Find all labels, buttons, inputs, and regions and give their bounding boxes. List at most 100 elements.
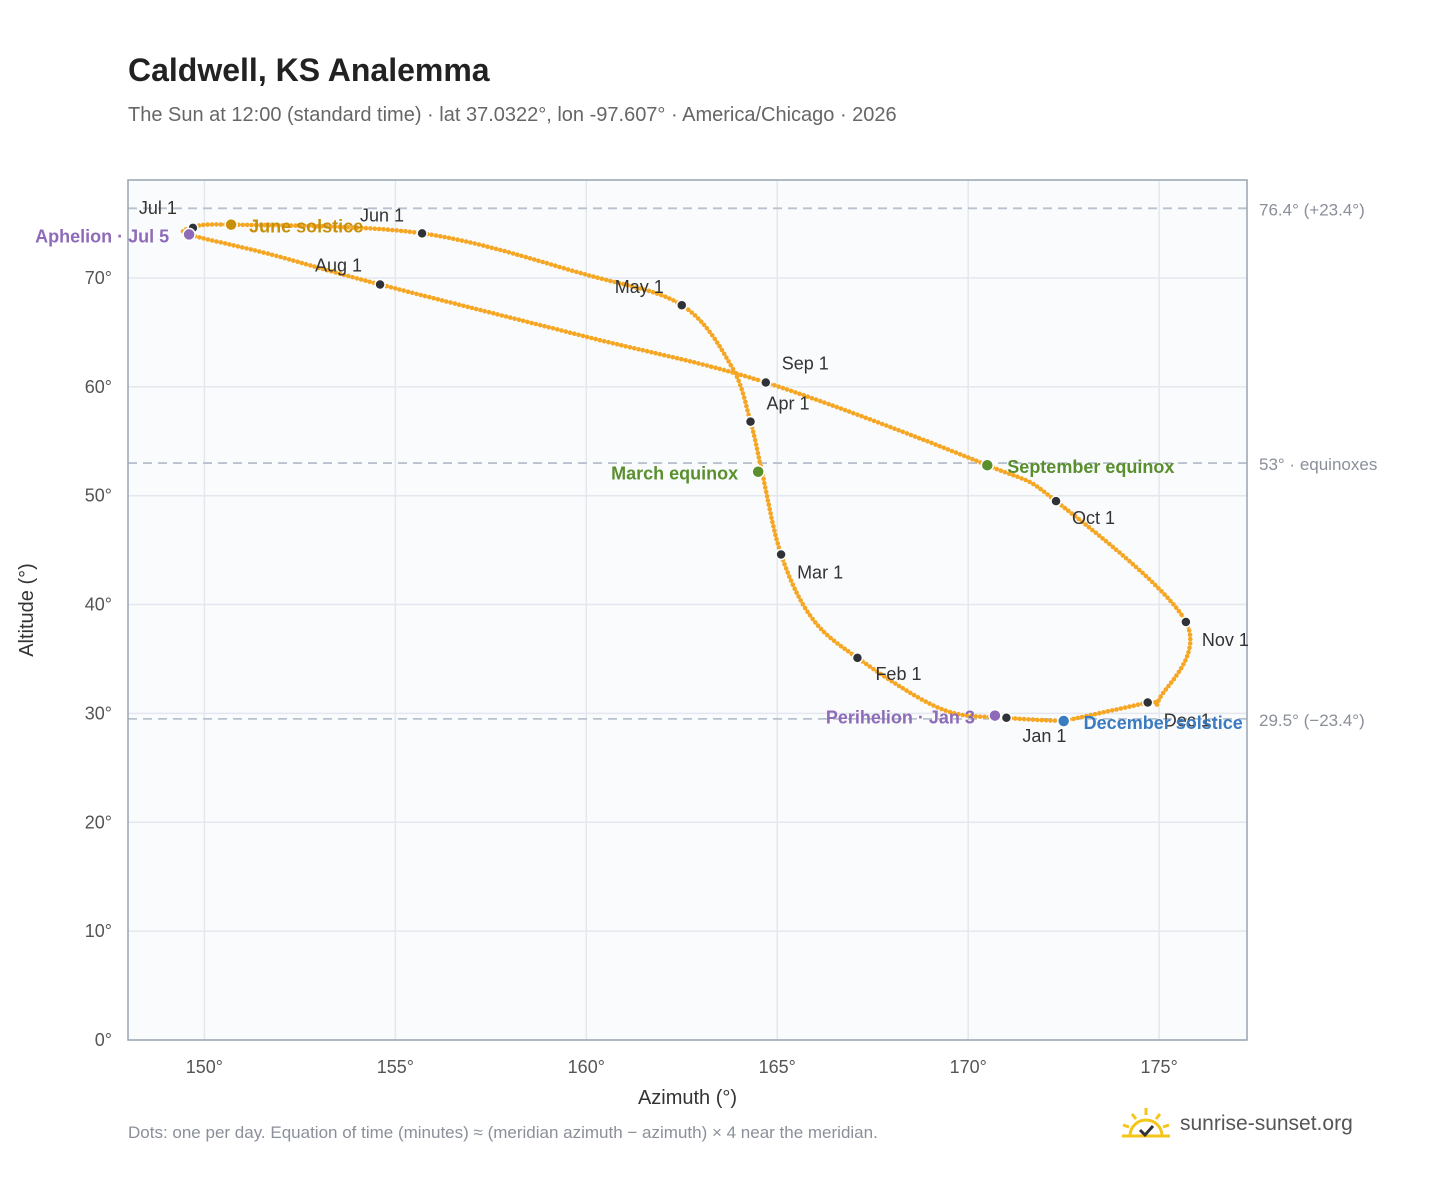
daily-sun-dot xyxy=(239,245,245,250)
daily-sun-dot xyxy=(337,271,343,277)
daily-sun-dot xyxy=(1002,469,1008,475)
daily-sun-dot xyxy=(1137,567,1142,573)
daily-sun-dot xyxy=(553,263,558,269)
x-tick-label: 150° xyxy=(186,1057,223,1077)
daily-sun-dot xyxy=(939,706,944,712)
daily-sun-dot xyxy=(755,450,761,456)
daily-sun-dot xyxy=(1083,522,1088,527)
daily-sun-dot xyxy=(1188,636,1193,642)
daily-sun-dot xyxy=(1127,558,1132,564)
month-marker xyxy=(374,278,386,291)
daily-sun-dot xyxy=(200,222,206,228)
daily-sun-dot xyxy=(565,267,571,272)
daily-sun-dot xyxy=(201,236,206,241)
daily-sun-dot xyxy=(222,241,228,246)
event-marker xyxy=(182,227,196,242)
daily-sun-dot xyxy=(1069,511,1075,516)
daily-sun-dot xyxy=(810,616,815,622)
daily-sun-dot xyxy=(768,511,773,516)
daily-sun-dot xyxy=(409,290,415,296)
brand-logo[interactable]: sunrise-sunset.org xyxy=(1120,1102,1353,1146)
daily-sun-dot xyxy=(884,423,889,428)
daily-sun-dot xyxy=(310,223,316,229)
daily-sun-dot xyxy=(533,321,539,327)
daily-sun-dot xyxy=(503,314,509,319)
daily-sun-dot xyxy=(601,338,607,344)
daily-sun-dot xyxy=(800,601,806,607)
daily-sun-dot xyxy=(1176,608,1182,614)
daily-sun-dot xyxy=(1079,714,1085,720)
daily-sun-dot xyxy=(964,713,970,718)
daily-sun-dot xyxy=(1090,527,1095,533)
daily-sun-dot xyxy=(798,598,803,603)
daily-sun-dot xyxy=(908,690,913,696)
daily-sun-dot xyxy=(1086,525,1092,530)
daily-sun-dot xyxy=(372,226,378,231)
daily-sun-dot xyxy=(1052,718,1058,723)
daily-sun-dot xyxy=(813,620,818,625)
daily-sun-dot xyxy=(783,566,789,571)
daily-sun-dot xyxy=(721,351,727,357)
daily-sun-dot xyxy=(531,257,537,262)
daily-sun-dot xyxy=(1143,573,1149,579)
daily-sun-dot xyxy=(745,408,750,413)
daily-sun-dot xyxy=(842,646,847,652)
daily-sun-dot xyxy=(753,442,759,447)
daily-sun-dot xyxy=(1027,479,1032,485)
daily-sun-dot xyxy=(506,250,512,255)
daily-sun-dot xyxy=(794,590,799,595)
daily-sun-dot xyxy=(312,264,317,269)
month-label: Feb 1 xyxy=(875,664,921,684)
daily-sun-dot xyxy=(1176,669,1182,675)
daily-sun-dot xyxy=(815,623,821,628)
daily-sun-dot xyxy=(603,277,609,283)
daily-sun-dot xyxy=(1178,665,1184,671)
daily-sun-dot xyxy=(659,292,664,298)
daily-sun-dot xyxy=(730,366,736,372)
daily-sun-dot xyxy=(350,274,355,280)
daily-sun-dot xyxy=(561,265,567,271)
daily-sun-dot xyxy=(574,269,579,275)
daily-sun-dot xyxy=(257,249,262,254)
daily-sun-dot xyxy=(1006,471,1012,477)
daily-sun-dot xyxy=(900,429,905,435)
daily-sun-dot xyxy=(332,224,338,229)
daily-sun-dot xyxy=(319,224,325,229)
month-label: Aug 1 xyxy=(315,256,362,276)
daily-sun-dot xyxy=(951,710,957,716)
daily-sun-dot xyxy=(473,306,479,312)
daily-sun-dot xyxy=(687,359,693,364)
daily-sun-dot xyxy=(231,243,236,248)
daily-sun-dot xyxy=(422,293,428,299)
daily-sun-dot xyxy=(431,295,436,301)
daily-sun-dot xyxy=(572,331,577,337)
daily-sun-dot xyxy=(1023,477,1028,483)
daily-sun-dot xyxy=(896,683,902,689)
daily-sun-dot xyxy=(1084,713,1089,719)
x-tick-label: 170° xyxy=(950,1057,987,1077)
month-marker xyxy=(760,376,772,389)
daily-sun-dot xyxy=(302,223,307,229)
daily-sun-dot xyxy=(368,226,373,231)
daily-sun-dot xyxy=(1179,612,1184,617)
daily-sun-dot xyxy=(446,235,452,241)
daily-sun-dot xyxy=(1041,489,1047,495)
daily-sun-dot xyxy=(892,426,897,432)
daily-sun-dot xyxy=(782,562,787,567)
daily-sun-dot xyxy=(689,310,694,315)
daily-sun-dot xyxy=(649,349,654,355)
daily-sun-dot xyxy=(631,346,637,351)
daily-sun-dot xyxy=(450,236,456,242)
daily-sun-dot xyxy=(663,294,668,300)
daily-sun-dot xyxy=(970,456,975,462)
daily-sun-dot xyxy=(510,251,516,256)
month-marker xyxy=(775,548,787,561)
daily-sun-dot xyxy=(874,669,880,674)
daily-sun-dot xyxy=(589,335,594,341)
daily-sun-dot xyxy=(859,413,864,419)
daily-sun-dot xyxy=(244,222,250,228)
daily-sun-dot xyxy=(805,394,811,400)
daily-sun-dot xyxy=(717,366,722,372)
daily-sun-dot xyxy=(218,240,224,245)
reference-line-label: 53° · equinoxes xyxy=(1259,455,1377,474)
